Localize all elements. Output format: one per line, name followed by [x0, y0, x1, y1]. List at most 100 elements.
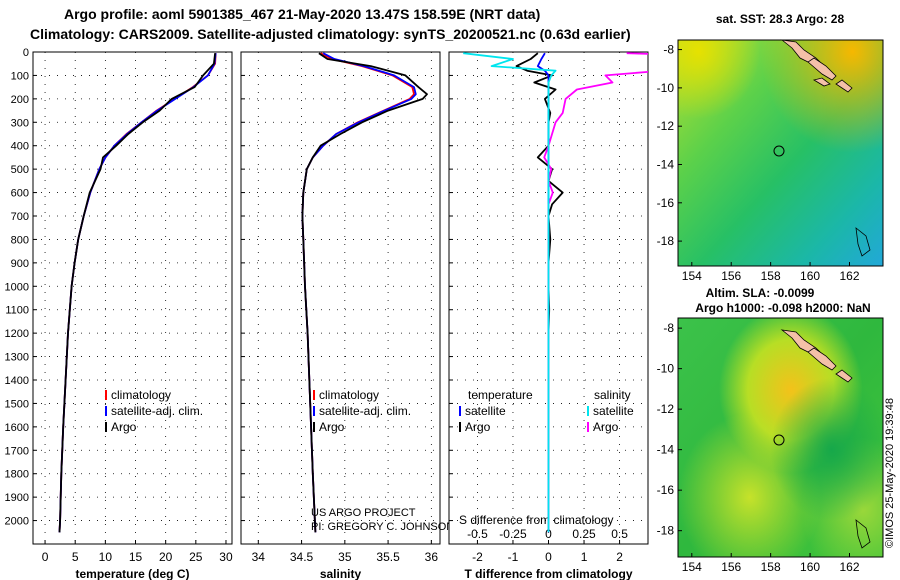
argo-location-marker: [773, 434, 785, 446]
map-x-tick-label: 156: [721, 269, 741, 283]
y-tick-label: 1500: [5, 398, 29, 410]
x-tick-label: 15: [129, 550, 143, 564]
legend-item-t-argo: Argo: [465, 420, 491, 434]
y-tick-label: 100: [11, 70, 29, 82]
y-tick-label: 800: [11, 234, 29, 246]
y-tick-label: 1400: [5, 375, 29, 387]
x-tick-label: 10: [99, 550, 113, 564]
map-x-tick-label: 162: [839, 560, 859, 574]
map-x-tick-label: 160: [800, 560, 820, 574]
sst-warm-patch-west: [678, 40, 883, 266]
x-tick-label: 35: [338, 550, 352, 564]
legend-item-climatology: climatology: [319, 388, 379, 402]
island-shape: [855, 519, 871, 549]
map-y-tick-label: -12: [657, 402, 675, 416]
chart-title-line2: Climatology: CARS2009. Satellite-adjuste…: [30, 26, 631, 42]
x-top-tick-label: 0: [545, 527, 552, 541]
legend-title-salinity: salinity: [594, 388, 631, 402]
y-tick-label: 1900: [5, 492, 29, 504]
y-tick-label: 1300: [5, 352, 29, 364]
x-axis-label: temperature (deg C): [75, 567, 189, 580]
sst-map-title: sat. SST: 28.3 Argo: 28: [716, 12, 845, 26]
map-y-tick-label: -8: [663, 43, 674, 57]
map-x-tick-label: 156: [721, 560, 741, 574]
x-tick-label: 2: [616, 550, 623, 564]
x-tick-label: 36: [425, 550, 439, 564]
island-shape: [835, 369, 853, 383]
annotation-project: US ARGO PROJECT: [311, 507, 416, 519]
map-x-tick-label: 160: [800, 269, 820, 283]
sla-map-title-line1: Altim. SLA: -0.0099: [706, 286, 815, 300]
map-y-tick-label: -18: [657, 524, 675, 538]
x-axis-label: salinity: [320, 567, 362, 580]
legend-item-s-argo: Argo: [593, 420, 619, 434]
y-tick-label: 1100: [5, 305, 29, 317]
x-tick-label: 1: [581, 550, 588, 564]
map-y-tick-label: -8: [663, 321, 674, 335]
sla-map-frame: [677, 317, 884, 558]
map-y-tick-label: -10: [657, 81, 675, 95]
legend-item-satellite-adj: satellite-adj. clim.: [111, 404, 203, 418]
x-tick-label: 34: [252, 550, 266, 564]
x-top-tick-label: -0.25: [499, 527, 527, 541]
x-top-tick-label: -0.5: [467, 527, 488, 541]
legend-difference: temperature salinity satellite Argo satellit…: [459, 388, 634, 434]
x-tick-label: 5: [72, 550, 79, 564]
legend-item-climatology: climatology: [111, 388, 171, 402]
legend-item-t-satellite: satellite: [465, 404, 506, 418]
sla-map: [677, 317, 884, 558]
legend-item-s-satellite: satellite: [593, 404, 634, 418]
y-tick-label: 700: [11, 211, 29, 223]
y-tick-label: 1600: [5, 422, 29, 434]
x-tick-label: 0: [545, 550, 552, 564]
x-axis-label: T difference from climatology: [464, 567, 632, 580]
x-tick-label: 34.5: [290, 550, 314, 564]
series-line-argo: [58, 53, 216, 533]
map-x-tick-label: 158: [761, 269, 781, 283]
legend-item-satellite-adj: satellite-adj. clim.: [319, 404, 411, 418]
y-tick-label: 0: [23, 47, 29, 59]
island-shape: [807, 57, 837, 81]
series-line-s-satellite: [463, 52, 557, 533]
x-top-axis-label: S difference from climatology: [459, 513, 614, 527]
panel-temperature: 0100200300400500600700800900100011001200…: [5, 47, 233, 580]
x-tick-label: -1: [508, 550, 519, 564]
map-x-tick-label: 154: [682, 560, 702, 574]
sla-cool-patch: [678, 318, 883, 557]
legend-temperature: climatology satellite-adj. clim. Argo: [105, 388, 203, 434]
y-tick-label: 900: [11, 258, 29, 270]
x-tick-label: 0: [42, 550, 49, 564]
y-tick-label: 1700: [5, 445, 29, 457]
y-tick-label: 1000: [5, 281, 29, 293]
island-shape: [855, 227, 871, 257]
x-tick-label: -2: [472, 550, 483, 564]
legend-title-temperature: temperature: [468, 388, 533, 402]
map-x-tick-label: 162: [839, 269, 859, 283]
y-tick-label: 500: [11, 164, 29, 176]
y-tick-label: 1800: [5, 469, 29, 481]
legend-item-argo: Argo: [111, 420, 137, 434]
y-tick-label: 1200: [5, 328, 29, 340]
x-tick-label: 30: [219, 550, 233, 564]
map-y-tick-label: -10: [657, 362, 675, 376]
x-tick-label: 25: [189, 550, 203, 564]
sst-map-frame: [677, 39, 884, 267]
x-top-tick-label: 0.5: [611, 527, 628, 541]
temperature-frame: [32, 51, 233, 545]
map-y-tick-label: -14: [657, 157, 675, 171]
legend-item-argo: Argo: [319, 420, 345, 434]
chart-title-line1: Argo profile: aoml 5901385_467 21-May-20…: [64, 6, 541, 22]
panel-salinity: 34 34.5 35 35.5 36 salinity US ARGO PROJECT PI:…: [240, 51, 454, 580]
y-tick-label: 200: [11, 94, 29, 106]
salinity-frame: [240, 51, 441, 545]
map-x-tick-label: 158: [761, 560, 781, 574]
annotation-pi: PI: GREGORY C. JOHNSON: [311, 521, 454, 533]
map-y-tick-label: -18: [657, 234, 675, 248]
map-x-tick-label: 154: [682, 269, 702, 283]
y-tick-label: 600: [11, 188, 29, 200]
y-tick-label: 2000: [5, 516, 29, 528]
y-tick-label: 300: [11, 117, 29, 129]
island-shape: [807, 347, 837, 371]
map-y-tick-label: -12: [657, 119, 675, 133]
